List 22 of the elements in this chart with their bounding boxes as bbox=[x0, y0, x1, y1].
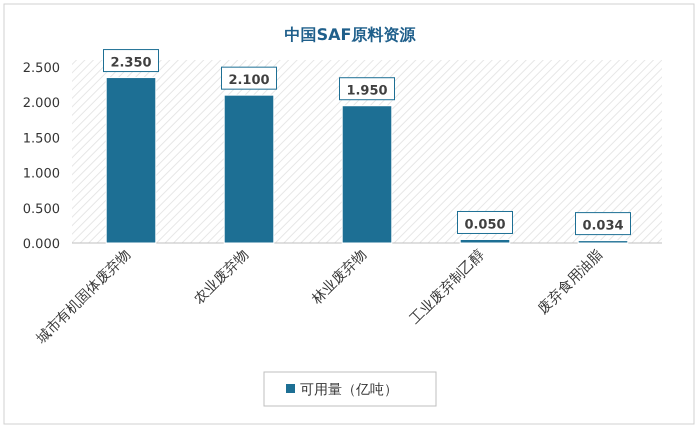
y-tick-label: 0.000 bbox=[22, 237, 60, 252]
data-label: 0.034 bbox=[582, 218, 624, 234]
x-tick-label: 农业废弃物 bbox=[191, 246, 252, 308]
chart-title: 中国SAF原料资源 bbox=[284, 25, 416, 44]
y-tick-label: 0.500 bbox=[22, 202, 60, 217]
y-tick-label: 2.000 bbox=[22, 96, 60, 112]
bar bbox=[460, 238, 510, 244]
bar bbox=[578, 240, 628, 244]
y-tick-label: 1.000 bbox=[22, 166, 60, 182]
data-label: 2.100 bbox=[228, 73, 270, 88]
bar bbox=[342, 105, 392, 244]
data-label: 0.050 bbox=[464, 217, 506, 232]
x-tick-label: 废弃食用油脂 bbox=[535, 246, 606, 318]
legend-label: 可用量（亿吨） bbox=[300, 382, 398, 398]
data-label: 1.950 bbox=[346, 84, 388, 99]
x-tick-label: 工业废弃制乙醇 bbox=[407, 246, 488, 328]
x-tick-label: 林业废弃物 bbox=[308, 246, 370, 308]
y-tick-label: 2.500 bbox=[22, 61, 60, 76]
bar bbox=[224, 94, 274, 244]
y-tick-label: 1.500 bbox=[22, 131, 60, 146]
bar bbox=[106, 77, 156, 244]
data-label: 2.350 bbox=[110, 56, 152, 71]
